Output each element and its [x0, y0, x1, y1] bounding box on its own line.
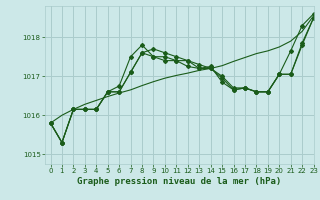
X-axis label: Graphe pression niveau de la mer (hPa): Graphe pression niveau de la mer (hPa) — [77, 177, 281, 186]
